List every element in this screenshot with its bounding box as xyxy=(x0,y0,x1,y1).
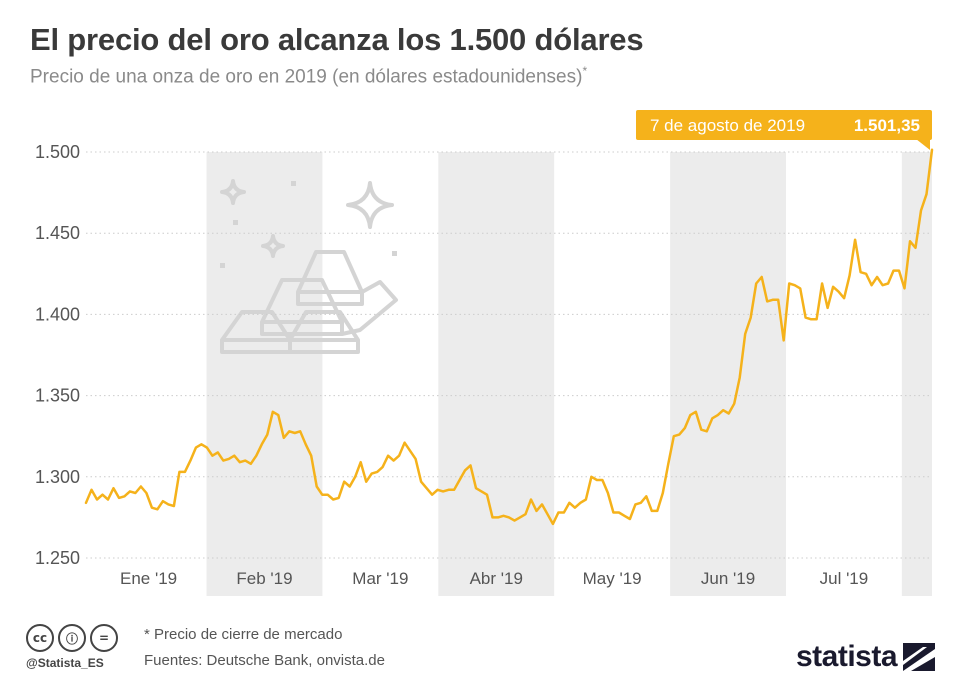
gold-bars-illustration xyxy=(220,179,398,354)
x-tick-label: May '19 xyxy=(583,569,642,588)
x-tick-label: Abr '19 xyxy=(470,569,523,588)
month-bands xyxy=(206,152,932,596)
attribution-icon: ⓘ xyxy=(58,624,86,652)
y-tick-label: 1.250 xyxy=(35,548,80,568)
y-tick-label: 1.450 xyxy=(35,223,80,243)
callout-box xyxy=(636,110,932,140)
month-band xyxy=(670,152,786,596)
x-tick-label: Jun '19 xyxy=(701,569,755,588)
gold-bar-icon xyxy=(288,310,360,354)
y-axis-ticks: 1.500 1.450 1.400 1.350 1.300 1.250 xyxy=(35,142,80,568)
license-icons: cc ⓘ = xyxy=(26,624,118,652)
y-tick-label: 1.350 xyxy=(35,386,80,406)
x-tick-label: Feb '19 xyxy=(236,569,292,588)
gold-bar-icon xyxy=(260,278,344,336)
x-tick-label: Ene '19 xyxy=(120,569,177,588)
y-tick-label: 1.500 xyxy=(35,142,80,162)
sparkle-dot xyxy=(233,220,238,225)
sparkle-icon xyxy=(220,179,246,205)
sparkle-dot xyxy=(392,251,397,256)
statista-logo: statista xyxy=(796,640,936,674)
source-note: Fuentes: Deutsche Bank, onvista.de xyxy=(144,652,385,669)
sparkle-icon xyxy=(346,181,394,229)
sparkle-dot xyxy=(291,181,296,186)
callout-pointer xyxy=(916,139,930,150)
statista-logo-icon xyxy=(903,643,936,671)
latest-value-callout: 7 de agosto de 2019 1.501,35 xyxy=(636,110,932,150)
x-tick-label: Jul '19 xyxy=(820,569,869,588)
y-tick-label: 1.300 xyxy=(35,467,80,487)
brand-name: statista xyxy=(796,640,898,673)
subtitle-footnote-mark: * xyxy=(582,64,588,78)
x-axis-months: Ene '19 Feb '19 Mar '19 Abr '19 May '19 Jun '… xyxy=(120,569,868,588)
sparkle-icon xyxy=(261,234,285,258)
callout-date: 7 de agosto de 2019 xyxy=(650,116,805,135)
footnote: * Precio de cierre de mercado xyxy=(144,626,343,643)
subtitle-text: Precio de una onza de oro en 2019 (en dó… xyxy=(30,66,583,88)
month-band xyxy=(438,152,555,596)
month-band xyxy=(206,152,323,596)
creative-commons-icon: cc xyxy=(26,624,54,652)
chart-title: El precio del oro alcanza los 1.500 dóla… xyxy=(30,22,644,57)
y-gridlines xyxy=(86,151,932,559)
y-tick-label: 1.400 xyxy=(35,304,80,324)
no-derivatives-icon: = xyxy=(90,624,118,652)
chart-subtitle: Precio de una onza de oro en 2019 (en dó… xyxy=(30,64,587,88)
sparkle-dot xyxy=(220,263,225,268)
month-band xyxy=(901,152,932,596)
social-handle: @Statista_ES xyxy=(26,656,104,670)
x-tick-label: Mar '19 xyxy=(352,569,408,588)
gold-price-line xyxy=(84,148,934,526)
callout-value: 1.501,35 xyxy=(854,116,920,135)
gold-bar-icon xyxy=(341,280,398,336)
